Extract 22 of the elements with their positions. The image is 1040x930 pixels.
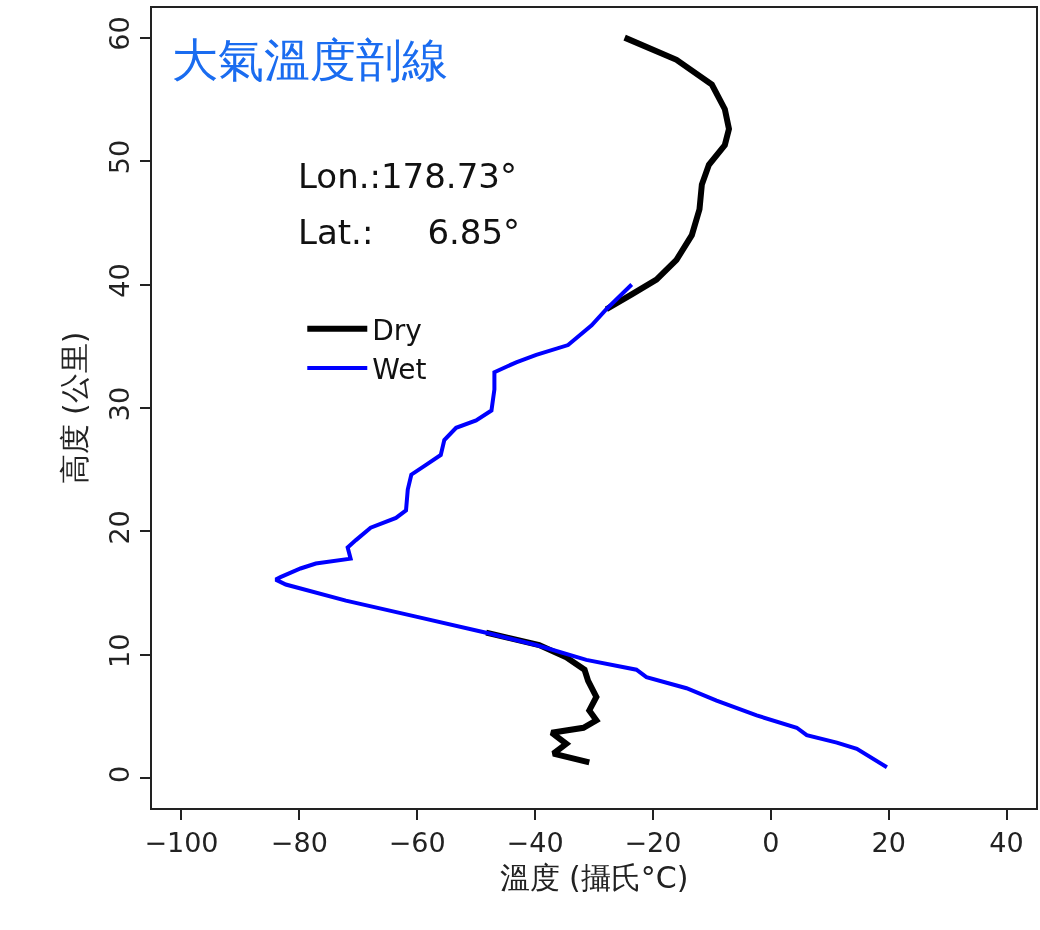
y-tick-label: 60 xyxy=(104,16,136,51)
x-tick-label: −100 xyxy=(144,827,219,859)
legend-label: Wet xyxy=(372,353,427,387)
x-tick-label: −40 xyxy=(506,827,564,859)
x-tick-label: −20 xyxy=(624,827,682,859)
x-tick-label: 0 xyxy=(762,827,780,859)
x-tick-label: 40 xyxy=(989,827,1024,859)
y-tick-label: 40 xyxy=(104,263,136,298)
y-tick-label: 0 xyxy=(104,765,136,783)
text: 大氣溫度剖線 xyxy=(171,33,448,88)
y-tick-label: 10 xyxy=(104,633,136,669)
x-tick-label: 20 xyxy=(871,827,906,859)
x-tick-label: −60 xyxy=(388,827,446,859)
y-tick-label: 50 xyxy=(104,139,136,175)
y-axis-title: 高度 (公里) xyxy=(56,331,92,485)
y-tick-label: 30 xyxy=(104,386,136,422)
x-axis-title: 溫度 (攝氏°C) xyxy=(499,860,689,896)
annotation: Lon.:178.73° xyxy=(298,156,517,196)
x-tick-label: −80 xyxy=(270,827,328,859)
legend-label: Dry xyxy=(372,313,422,347)
y-tick-label: 20 xyxy=(104,510,136,545)
annotation: Lat.: 6.85° xyxy=(298,212,521,252)
